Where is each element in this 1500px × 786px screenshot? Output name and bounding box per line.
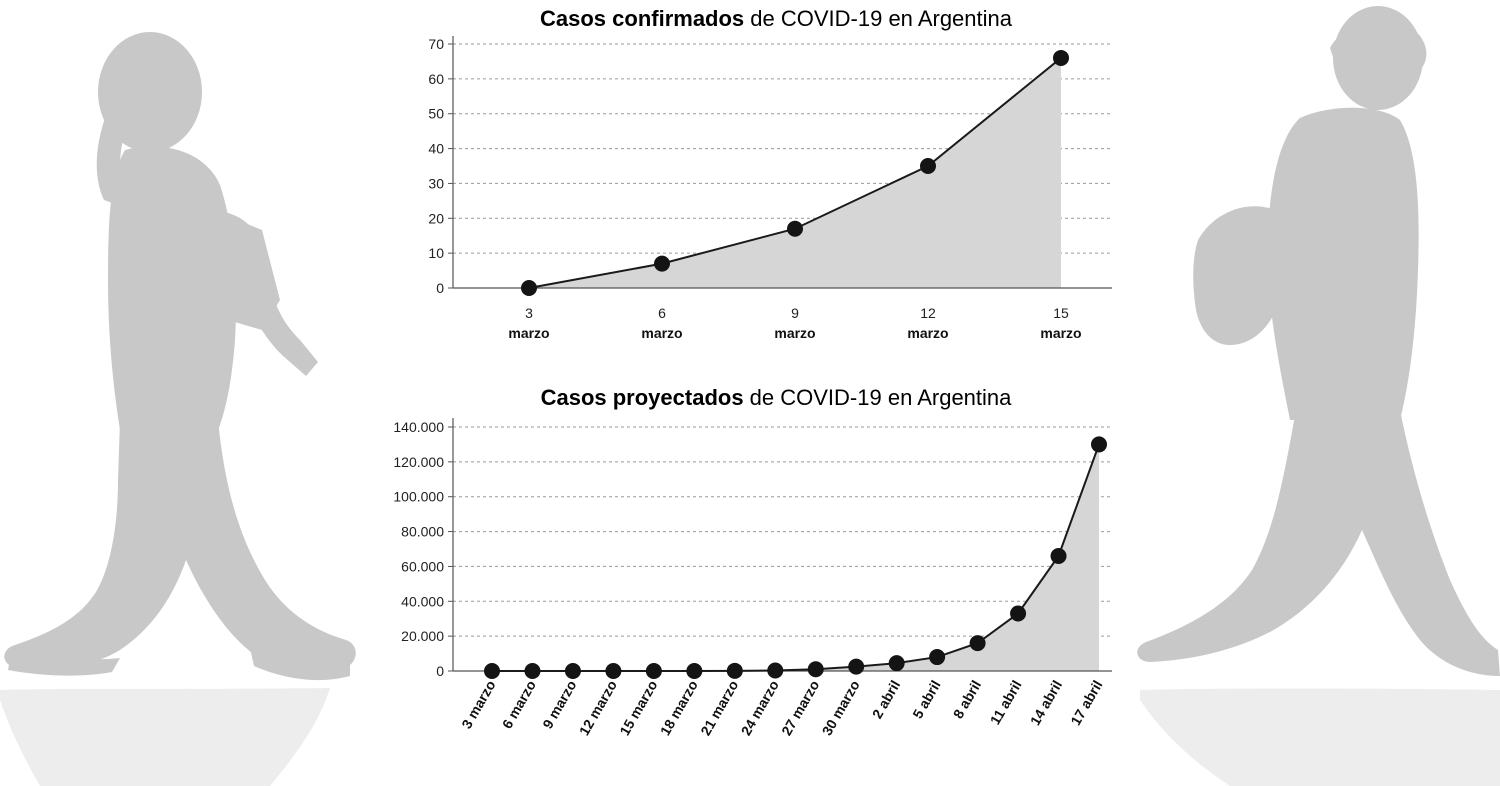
data-point [1091, 436, 1107, 453]
data-point [920, 158, 936, 174]
x-tick-label: 2 abril [869, 678, 903, 722]
chart-confirmed-y-ticks: 0 10 20 30 40 50 60 70 [428, 36, 444, 296]
y-tick-label: 30 [428, 175, 444, 191]
x-tick-label: 30 marzo [819, 678, 863, 739]
data-point [848, 658, 865, 675]
data-point [1053, 49, 1069, 66]
chart-confirmed-area [529, 57, 1061, 288]
y-tick-label: 20.000 [401, 628, 444, 644]
y-tick-label: 80.000 [401, 524, 444, 540]
data-point [767, 662, 784, 679]
data-point [654, 255, 670, 272]
x-tick-label: 3 [525, 305, 533, 321]
x-tick-sublabel: marzo [641, 325, 682, 341]
chart-projected-area [492, 444, 1099, 671]
x-tick-sublabel: marzo [907, 325, 948, 341]
y-tick-label: 0 [436, 280, 444, 296]
x-tick-label: 18 marzo [657, 678, 701, 739]
data-point [969, 635, 986, 652]
chart-projected: Casos proyectados de COVID-19 en Argenti… [393, 385, 1112, 738]
x-tick-label: 12 [920, 305, 936, 321]
y-tick-label: 0 [436, 663, 444, 679]
y-tick-label: 10 [428, 245, 444, 261]
data-point [929, 649, 946, 666]
y-tick-label: 70 [428, 36, 444, 52]
chart-projected-y-ticks: 0 20.000 40.000 60.000 80.000 100.000 120.000 1… [393, 419, 444, 679]
data-point [807, 661, 824, 678]
chart-projected-points [484, 436, 1107, 679]
data-point [521, 280, 537, 296]
chart-confirmed-title: Casos confirmados de COVID-19 en Argenti… [540, 6, 1013, 31]
data-point [686, 663, 703, 679]
y-tick-label: 20 [428, 210, 444, 226]
data-point [726, 662, 743, 679]
data-point [787, 220, 803, 237]
x-tick-label: 14 abril [1027, 678, 1065, 728]
x-tick-label: 15 marzo [616, 678, 660, 739]
data-point [605, 663, 622, 679]
x-tick-label: 12 marzo [576, 678, 620, 739]
data-point [564, 663, 581, 679]
y-tick-label: 140.000 [393, 419, 444, 435]
walking-woman-reflection-icon [0, 688, 330, 786]
x-tick-sublabel: marzo [508, 325, 549, 341]
data-point [1010, 605, 1027, 622]
y-tick-label: 100.000 [393, 489, 444, 505]
x-tick-label: 21 marzo [697, 678, 741, 739]
x-tick-label: 24 marzo [738, 678, 782, 739]
chart-projected-line [492, 444, 1100, 672]
data-point [524, 663, 541, 679]
data-point [1050, 547, 1067, 564]
x-tick-label: 5 abril [909, 678, 943, 722]
x-tick-label: 27 marzo [778, 678, 822, 739]
data-point [888, 655, 905, 672]
x-tick-sublabel: marzo [774, 325, 815, 341]
x-tick-label: 17 abril [1067, 678, 1105, 728]
x-tick-label: 9 marzo [539, 678, 579, 732]
chart-confirmed-grid [448, 43, 1112, 289]
chart-confirmed-points [521, 49, 1069, 296]
y-tick-label: 60 [428, 71, 444, 87]
y-tick-label: 120.000 [393, 454, 444, 470]
chart-projected-grid [448, 426, 1112, 672]
x-tick-label: 9 [791, 305, 799, 321]
y-tick-label: 50 [428, 106, 444, 122]
x-tick-label: 8 abril [950, 678, 984, 722]
x-tick-sublabel: marzo [1040, 325, 1081, 341]
x-tick-label: 15 [1053, 305, 1069, 321]
walking-woman-silhouette-icon [4, 32, 356, 681]
x-tick-label: 6 [658, 305, 666, 321]
y-tick-label: 40 [428, 141, 444, 157]
chart-projected-title: Casos proyectados de COVID-19 en Argenti… [541, 385, 1013, 410]
data-point [645, 663, 662, 679]
chart-confirmed: Casos confirmados de COVID-19 en Argenti… [428, 6, 1112, 341]
y-tick-label: 60.000 [401, 558, 444, 574]
x-tick-label: 3 marzo [458, 678, 498, 732]
chart-confirmed-x-ticks: 3 marzo 6 marzo 9 marzo 12 marzo 15 marzo [508, 305, 1081, 341]
x-tick-label: 11 abril [987, 678, 1025, 728]
y-tick-label: 40.000 [401, 593, 444, 609]
data-point [484, 663, 500, 679]
x-tick-label: 6 marzo [499, 678, 539, 732]
walking-man-reflection-icon [1140, 688, 1500, 786]
walking-man-silhouette-icon [1137, 6, 1500, 676]
